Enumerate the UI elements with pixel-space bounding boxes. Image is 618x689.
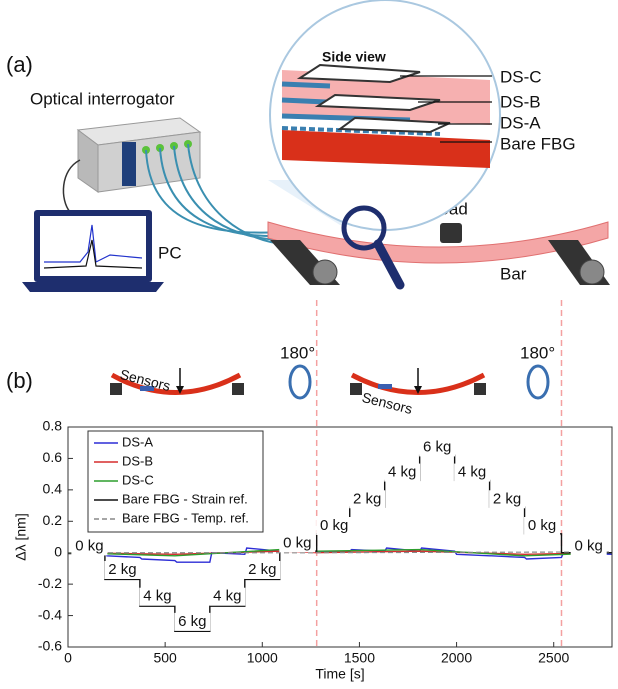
x-tick-label: 0 [64,650,72,666]
y-tick-label: -0.2 [38,575,62,591]
rotation-label: 180° [520,343,555,362]
figure: (a) Optical interrogator PC Lo [0,0,618,689]
x-tick-label: 2500 [538,650,569,666]
legend-label: Bare FBG - Strain ref. [122,491,248,506]
annotation: 4 kg [143,588,171,605]
layer-label: DS-B [500,92,541,111]
fiber [282,84,330,86]
rotation-label: 180° [280,343,315,362]
pc-label: PC [158,243,182,262]
annotation: 4 kg [388,464,416,481]
support [232,383,244,395]
legend-label: DS-B [122,453,153,468]
x-axis-label: Time [s] [315,666,364,682]
annotation: 2 kg [108,561,136,578]
panel-label: (b) [6,368,33,393]
interrogator-panel [122,142,136,186]
x-tick-label: 500 [153,650,177,666]
legend-label: DS-C [122,472,154,487]
annotation: 6 kg [423,438,451,455]
bar-label: Bar [500,264,527,283]
panel-label: (a) [6,52,33,77]
annotation: 2 kg [248,561,276,578]
y-tick-label: 0.8 [43,418,63,434]
side-view [282,65,490,168]
y-tick-label: 0.6 [43,449,63,465]
annotation: 0 kg [575,537,603,554]
rotation-icon [528,366,548,398]
illustration: (a) Optical interrogator PC Lo [6,0,610,292]
annotation: 4 kg [213,588,241,605]
support [110,383,122,395]
rotation-icon [290,366,310,398]
annotation: 6 kg [178,613,206,630]
schematic: (b) Sensors Sensors 180° 180° [6,343,555,416]
interrogator-label: Optical interrogator [30,89,175,108]
laptop-base [22,282,164,292]
x-tick-label: 1000 [247,650,278,666]
support-roller [313,260,337,284]
annotation: 0 kg [320,517,348,534]
annotation: 0 kg [283,534,311,551]
load-weight [440,223,462,243]
y-tick-label: 0.2 [43,512,63,528]
layer-label: Bare FBG [500,134,576,153]
annotation: 4 kg [458,464,486,481]
y-tick-label: 0 [54,543,62,559]
y-tick-label: -0.6 [38,638,62,654]
layer-label: DS-C [500,67,542,86]
x-tick-label: 1500 [344,650,375,666]
annotation: 0 kg [528,517,556,534]
support [474,383,486,395]
annotation: 2 kg [353,490,381,507]
legend: DS-A DS-B DS-C Bare FBG - Strain ref. Bare F… [88,431,263,532]
y-tick-label: 0.4 [43,481,63,497]
support [350,383,362,395]
support-roller [580,260,604,284]
annotation: 0 kg [75,537,103,554]
x-tick-label: 2000 [441,650,472,666]
legend-label: Bare FBG - Temp. ref. [122,510,249,525]
side-view-label: Side view [322,49,386,65]
sensor [378,384,392,389]
legend-label: DS-A [122,434,153,449]
annotation: 2 kg [493,490,521,507]
y-axis-label: Δλ [nm] [13,513,29,560]
y-tick-label: -0.4 [38,606,62,622]
layer-label: DS-A [500,113,541,132]
